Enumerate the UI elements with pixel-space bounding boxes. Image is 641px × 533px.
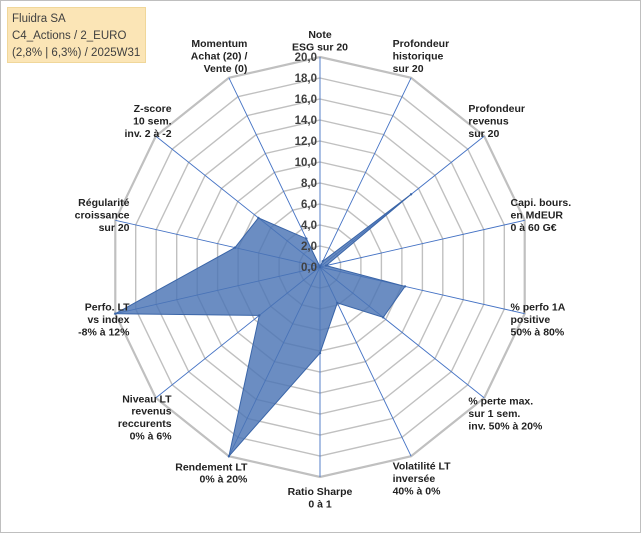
axis-spoke [228, 77, 321, 268]
tick-label: 0,0 [301, 262, 317, 274]
data-point [382, 316, 385, 319]
data-point [114, 312, 117, 315]
tick-layer: 0,0 2,0 4,0 6,0 8,0 10,0 12,0 14,0 16,0 18,0 20,0 [295, 52, 317, 274]
label-layer: Note ESG sur 20 Profondeur historique sur 20… [75, 29, 572, 510]
axis-label: Profondeur historique sur 20 [393, 38, 450, 75]
period-label: (2,8% | 6,3%) / 2025W31 [12, 47, 141, 59]
info-box: Fluidra SA C4_Actions / 2_EURO (2,8% | 6… [7, 7, 146, 63]
data-point [233, 246, 237, 249]
tick-label: 8,0 [301, 178, 317, 190]
tick-label: 16,0 [295, 94, 317, 106]
axis-label: Z-score 10 sem. inv. 2 à -2 [125, 103, 172, 140]
data-point [318, 351, 322, 355]
tick-label: 18,0 [295, 73, 317, 85]
tick-label: 6,0 [301, 199, 317, 211]
tick-label: 14,0 [295, 115, 317, 127]
axis-label: Volatilité LT inversée 40% à 0% [393, 461, 452, 498]
data-point [336, 301, 339, 305]
data-point [305, 237, 308, 240]
axis-label: Rendement LT 0% à 20% [175, 461, 248, 485]
axis-label: Profondeur revenus sur 20 [468, 103, 525, 140]
data-point [227, 455, 231, 458]
axis-label: Perfo. LT vs index -8% à 12% [78, 302, 130, 339]
data-point [324, 264, 328, 267]
tick-label: 12,0 [295, 136, 317, 148]
tick-label: 20,0 [295, 52, 317, 64]
axis-label: Note ESG sur 20 [292, 29, 348, 53]
axis-label: Ratio Sharpe 0 à 1 [288, 486, 353, 510]
axis-label: Momentum Achat (20) / Vente (0) [191, 38, 248, 75]
axis-spoke [319, 219, 525, 268]
tick-label: 2,0 [301, 241, 317, 253]
data-point [403, 285, 407, 288]
data-point [321, 260, 324, 263]
axis-label: Régularité croissance sur 20 [75, 197, 130, 234]
tick-label: 4,0 [301, 220, 317, 232]
axis-label: % perfo 1A positive 50% à 80% [511, 302, 566, 339]
category-label: C4_Actions / 2_EURO [12, 30, 127, 42]
axis-label: Capi. bours. en MdEUR 0 à 60 G€ [511, 197, 572, 234]
series-layer [113, 193, 413, 458]
data-point [318, 265, 322, 269]
data-point [258, 314, 261, 317]
axis-label: % perte max. sur 1 sem. inv. 50% à 20% [468, 396, 543, 433]
company-name: Fluidra SA [12, 13, 66, 25]
axis-label: Niveau LT revenus reccurents 0% à 6% [118, 393, 172, 442]
data-point [257, 216, 260, 220]
tick-label: 10,0 [295, 157, 317, 169]
axis-spoke [319, 77, 412, 268]
data-point [409, 193, 413, 196]
